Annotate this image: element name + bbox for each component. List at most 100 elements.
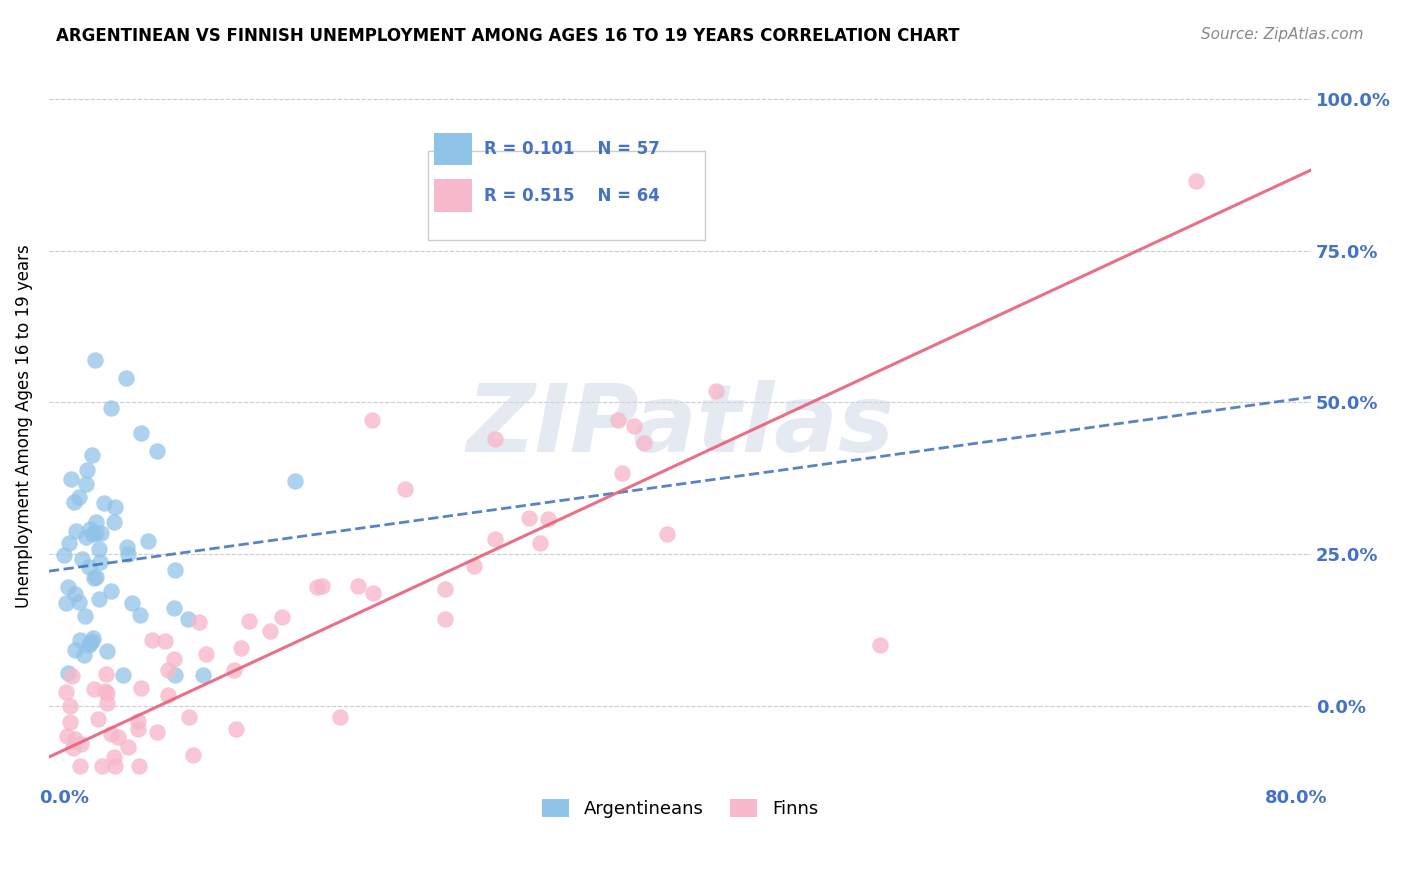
Text: R = 0.101    N = 57: R = 0.101 N = 57 xyxy=(485,140,661,158)
Point xyxy=(138,534,160,549)
Point xyxy=(90,759,112,773)
Point xyxy=(104,500,127,514)
Point xyxy=(484,432,506,446)
FancyBboxPatch shape xyxy=(434,179,472,211)
Point xyxy=(73,648,96,663)
Point xyxy=(305,580,328,594)
Point xyxy=(706,384,728,399)
Point xyxy=(79,522,101,536)
Point xyxy=(87,542,110,557)
Point xyxy=(86,515,108,529)
Point xyxy=(131,425,153,440)
Point xyxy=(165,668,187,682)
Point xyxy=(103,750,125,764)
Point xyxy=(361,413,384,427)
Point xyxy=(612,466,634,480)
Point xyxy=(129,681,152,696)
Point xyxy=(179,710,201,724)
Point xyxy=(127,722,149,736)
Point xyxy=(115,540,138,554)
Text: R = 0.515    N = 64: R = 0.515 N = 64 xyxy=(485,186,661,204)
Point xyxy=(145,443,167,458)
Point xyxy=(89,555,111,569)
Y-axis label: Unemployment Among Ages 16 to 19 years: Unemployment Among Ages 16 to 19 years xyxy=(15,244,32,608)
Point xyxy=(69,758,91,772)
Point xyxy=(238,614,260,628)
Point xyxy=(55,685,77,699)
Point xyxy=(259,624,281,638)
Point xyxy=(59,699,82,714)
Point xyxy=(115,371,138,385)
Point xyxy=(225,722,247,736)
Point xyxy=(82,634,104,648)
Point xyxy=(59,714,82,729)
Point xyxy=(56,665,79,680)
Point xyxy=(82,448,104,462)
Point xyxy=(156,689,179,703)
Point xyxy=(311,579,333,593)
Point xyxy=(195,647,218,661)
Point xyxy=(117,547,139,561)
Point xyxy=(82,631,104,645)
Point xyxy=(56,729,79,743)
Point xyxy=(434,582,457,596)
Point xyxy=(75,609,97,624)
Text: ARGENTINEAN VS FINNISH UNEMPLOYMENT AMONG AGES 16 TO 19 YEARS CORRELATION CHART: ARGENTINEAN VS FINNISH UNEMPLOYMENT AMON… xyxy=(56,27,960,45)
Point xyxy=(82,527,104,541)
Point xyxy=(67,595,90,609)
Point xyxy=(96,697,118,711)
Point xyxy=(60,669,83,683)
Point xyxy=(69,632,91,647)
Text: ZIPatlas: ZIPatlas xyxy=(465,381,894,473)
FancyBboxPatch shape xyxy=(434,133,472,165)
Point xyxy=(869,638,891,652)
Point xyxy=(191,668,214,682)
Point xyxy=(141,632,163,647)
Point xyxy=(623,419,645,434)
Point xyxy=(77,638,100,652)
Point xyxy=(65,643,87,657)
Point xyxy=(93,684,115,698)
Point xyxy=(83,682,105,697)
Point xyxy=(463,558,485,573)
Point xyxy=(94,666,117,681)
Point xyxy=(434,612,457,626)
Point xyxy=(107,730,129,744)
Point xyxy=(517,511,540,525)
Point xyxy=(103,515,125,529)
Point xyxy=(67,490,90,504)
Point xyxy=(231,641,253,656)
Legend: Argentineans, Finns: Argentineans, Finns xyxy=(534,792,825,825)
Point xyxy=(59,472,82,486)
Text: Source: ZipAtlas.com: Source: ZipAtlas.com xyxy=(1201,27,1364,42)
Point xyxy=(96,643,118,657)
Point xyxy=(187,615,209,629)
Point xyxy=(128,608,150,623)
Point xyxy=(83,571,105,585)
Point xyxy=(270,609,292,624)
Point xyxy=(112,668,135,682)
Point xyxy=(86,570,108,584)
Point xyxy=(177,612,200,626)
Point xyxy=(63,731,86,746)
Point xyxy=(87,591,110,606)
Point xyxy=(62,494,84,508)
Point xyxy=(93,496,115,510)
Point xyxy=(224,664,246,678)
Point xyxy=(70,552,93,566)
Point xyxy=(117,739,139,754)
Point xyxy=(58,535,80,549)
Point xyxy=(165,563,187,577)
Point xyxy=(77,560,100,574)
Point xyxy=(65,524,87,538)
Point xyxy=(121,596,143,610)
Point xyxy=(128,759,150,773)
Point xyxy=(75,477,97,491)
Point xyxy=(607,413,630,427)
Point xyxy=(1185,173,1208,187)
Point xyxy=(56,581,79,595)
Point xyxy=(181,748,204,763)
Point xyxy=(87,712,110,726)
Point xyxy=(79,635,101,649)
Point xyxy=(163,601,186,615)
